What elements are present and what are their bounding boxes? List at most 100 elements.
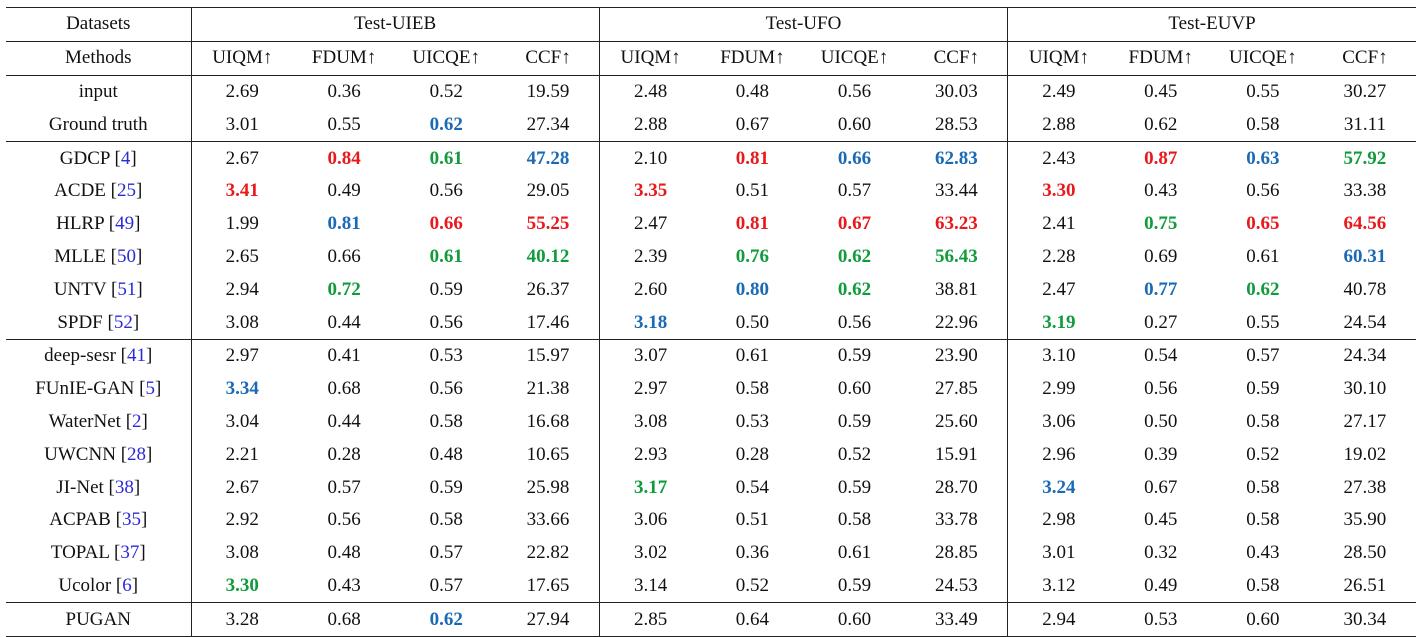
metric-value-cell: 15.97 (497, 338, 600, 373)
citation-link[interactable]: 25 (116, 180, 136, 202)
metric-value-cell: 40.78 (1343, 278, 1387, 300)
method-name: MLLE (54, 245, 106, 267)
metric-value-cell: 0.61 (837, 542, 872, 564)
metric-value-cell: 0.43 (327, 574, 361, 596)
metric-value-cell: 0.59 (803, 338, 906, 373)
metric-value-cell: 0.55 (1246, 311, 1280, 333)
metric-value-cell: 0.77 (1144, 278, 1178, 300)
metric-value-cell: 0.66 (803, 141, 906, 175)
table-row: ACPAB [35] 2.92 0.56 0.58 33.66 3.06 0.51 0.58 3… (6, 503, 1416, 537)
metric-value-cell: 3.06 (598, 503, 702, 537)
metric-value-cell: 0.36 (293, 74, 396, 109)
metric-value-cell: 57.92 (1313, 141, 1416, 175)
metric-value-cell: 27.34 (526, 113, 570, 135)
metric-header: FDUM↑ (293, 40, 396, 76)
metric-value-cell: 26.51 (1343, 574, 1387, 596)
metric-header: FDUM↑ (701, 40, 804, 76)
metric-value-cell: 2.41 (1007, 207, 1110, 241)
metric-value-cell: 40.12 (526, 245, 570, 267)
citation-link[interactable]: 5 (145, 378, 155, 400)
methods-label: Methods (6, 40, 191, 76)
metric-header: UICQE↑ (1211, 40, 1314, 76)
citation-link[interactable]: 35 (121, 509, 141, 531)
metric-value-cell: 0.51 (735, 509, 770, 531)
metric-value-cell: 0.65 (1246, 213, 1280, 235)
citation-link[interactable]: 49 (115, 213, 135, 235)
metric-value-cell: 47.28 (497, 141, 600, 175)
method-name-cell: WaterNet [2] (48, 410, 148, 432)
citation-link[interactable]: 6 (122, 574, 132, 596)
metric-value-cell: 3.08 (190, 536, 294, 570)
table-row: input 2.69 0.36 0.52 19.59 2.48 0.48 0.56 30.03 2… (6, 74, 1416, 109)
citation-link[interactable]: 50 (116, 245, 136, 267)
citation-link[interactable]: 52 (113, 311, 133, 333)
citation-link[interactable]: 2 (132, 410, 142, 432)
metric-value-cell: 0.81 (701, 141, 804, 175)
metric-value-cell: 3.08 (598, 405, 702, 439)
metric-value-cell: 16.68 (526, 410, 570, 432)
metric-value-cell: 3.30 (1007, 174, 1110, 208)
table-row: FUnIE-GAN [5] 3.34 0.68 0.56 21.38 2.97 0.58 0.… (6, 372, 1416, 406)
metric-value-cell: 0.39 (1144, 443, 1178, 465)
metric-value-cell: 31.11 (1343, 113, 1386, 135)
metric-value-cell: 0.57 (429, 574, 463, 596)
table-row: ACDE [25] 3.41 0.49 0.56 29.05 3.35 0.51 0.57 33… (6, 174, 1416, 208)
metric-value-cell: 0.44 (327, 311, 361, 333)
method-name: UNTV (53, 278, 107, 300)
metric-value-cell: 33.38 (1343, 180, 1387, 202)
metric-value-cell: 17.46 (526, 311, 570, 333)
metric-value-cell: 24.34 (1313, 338, 1416, 373)
citation-link[interactable]: 4 (120, 147, 131, 169)
metric-value-cell: 25.60 (934, 410, 978, 432)
metric-value-cell: 2.60 (598, 273, 702, 307)
metric-value-cell: 2.94 (190, 273, 294, 307)
metric-header: CCF↑ (497, 40, 600, 76)
metric-value-cell: 0.58 (429, 509, 463, 531)
method-name-cell: MLLE [50] (54, 245, 143, 267)
method-name-cell: Ucolor [6] (58, 574, 139, 596)
metric-value-cell: 28.85 (934, 542, 978, 564)
citation-link[interactable]: 41 (127, 345, 146, 367)
metric-value-cell: 0.50 (735, 311, 770, 333)
method-name: PUGAN (65, 608, 131, 630)
metric-value-cell: 2.28 (1007, 240, 1110, 274)
metric-value-cell: 2.88 (1007, 108, 1110, 142)
metric-value-cell: 0.56 (803, 74, 906, 109)
metric-value-cell: 0.32 (1144, 542, 1178, 564)
metric-value-cell: 0.50 (1144, 410, 1178, 432)
metric-value-cell: 33.49 (905, 602, 1008, 637)
metric-value-cell: 0.60 (1211, 602, 1314, 637)
metric-value-cell: 0.61 (701, 338, 804, 373)
metric-value-cell: 0.49 (327, 180, 361, 202)
metric-value-cell: 56.43 (934, 245, 978, 267)
metric-value-cell: 0.45 (1144, 509, 1178, 531)
citation-link[interactable]: 37 (120, 542, 140, 564)
metric-value-cell: 2.65 (190, 240, 294, 274)
metric-value-cell: 2.92 (190, 503, 294, 537)
metric-value-cell: 28.70 (934, 476, 978, 498)
metric-value-cell: 19.02 (1343, 443, 1387, 465)
metric-value-cell: 0.58 (1246, 113, 1280, 135)
metric-value-cell: 0.76 (735, 245, 770, 267)
metric-value-cell: 64.56 (1343, 213, 1387, 235)
metric-value-cell: 0.45 (1109, 74, 1212, 109)
metric-value-cell: 3.24 (1007, 471, 1110, 504)
metric-value-cell: 2.39 (598, 240, 702, 274)
table-row: MLLE [50] 2.65 0.66 0.61 40.12 2.39 0.76 0.62 56… (6, 240, 1416, 274)
metric-header: UICQE↑ (395, 40, 498, 76)
metric-value-cell: 60.31 (1343, 245, 1387, 267)
metric-value-cell: 0.58 (1246, 509, 1280, 531)
metric-value-cell: 2.94 (1007, 602, 1110, 637)
metric-value-cell: 0.75 (1144, 213, 1178, 235)
metric-value-cell: 0.62 (429, 113, 463, 135)
citation-link[interactable]: 51 (117, 278, 137, 300)
metric-value-cell: 3.35 (598, 174, 702, 208)
citation-link[interactable]: 28 (127, 443, 147, 465)
method-name: HLRP (56, 213, 104, 235)
metric-value-cell: 0.53 (735, 410, 770, 432)
method-name: UWCNN (44, 443, 116, 465)
metric-value-cell: 0.59 (837, 410, 872, 432)
metric-value-cell: 3.01 (190, 108, 294, 142)
metric-header: CCF↑ (905, 40, 1008, 76)
citation-link[interactable]: 38 (114, 476, 134, 498)
